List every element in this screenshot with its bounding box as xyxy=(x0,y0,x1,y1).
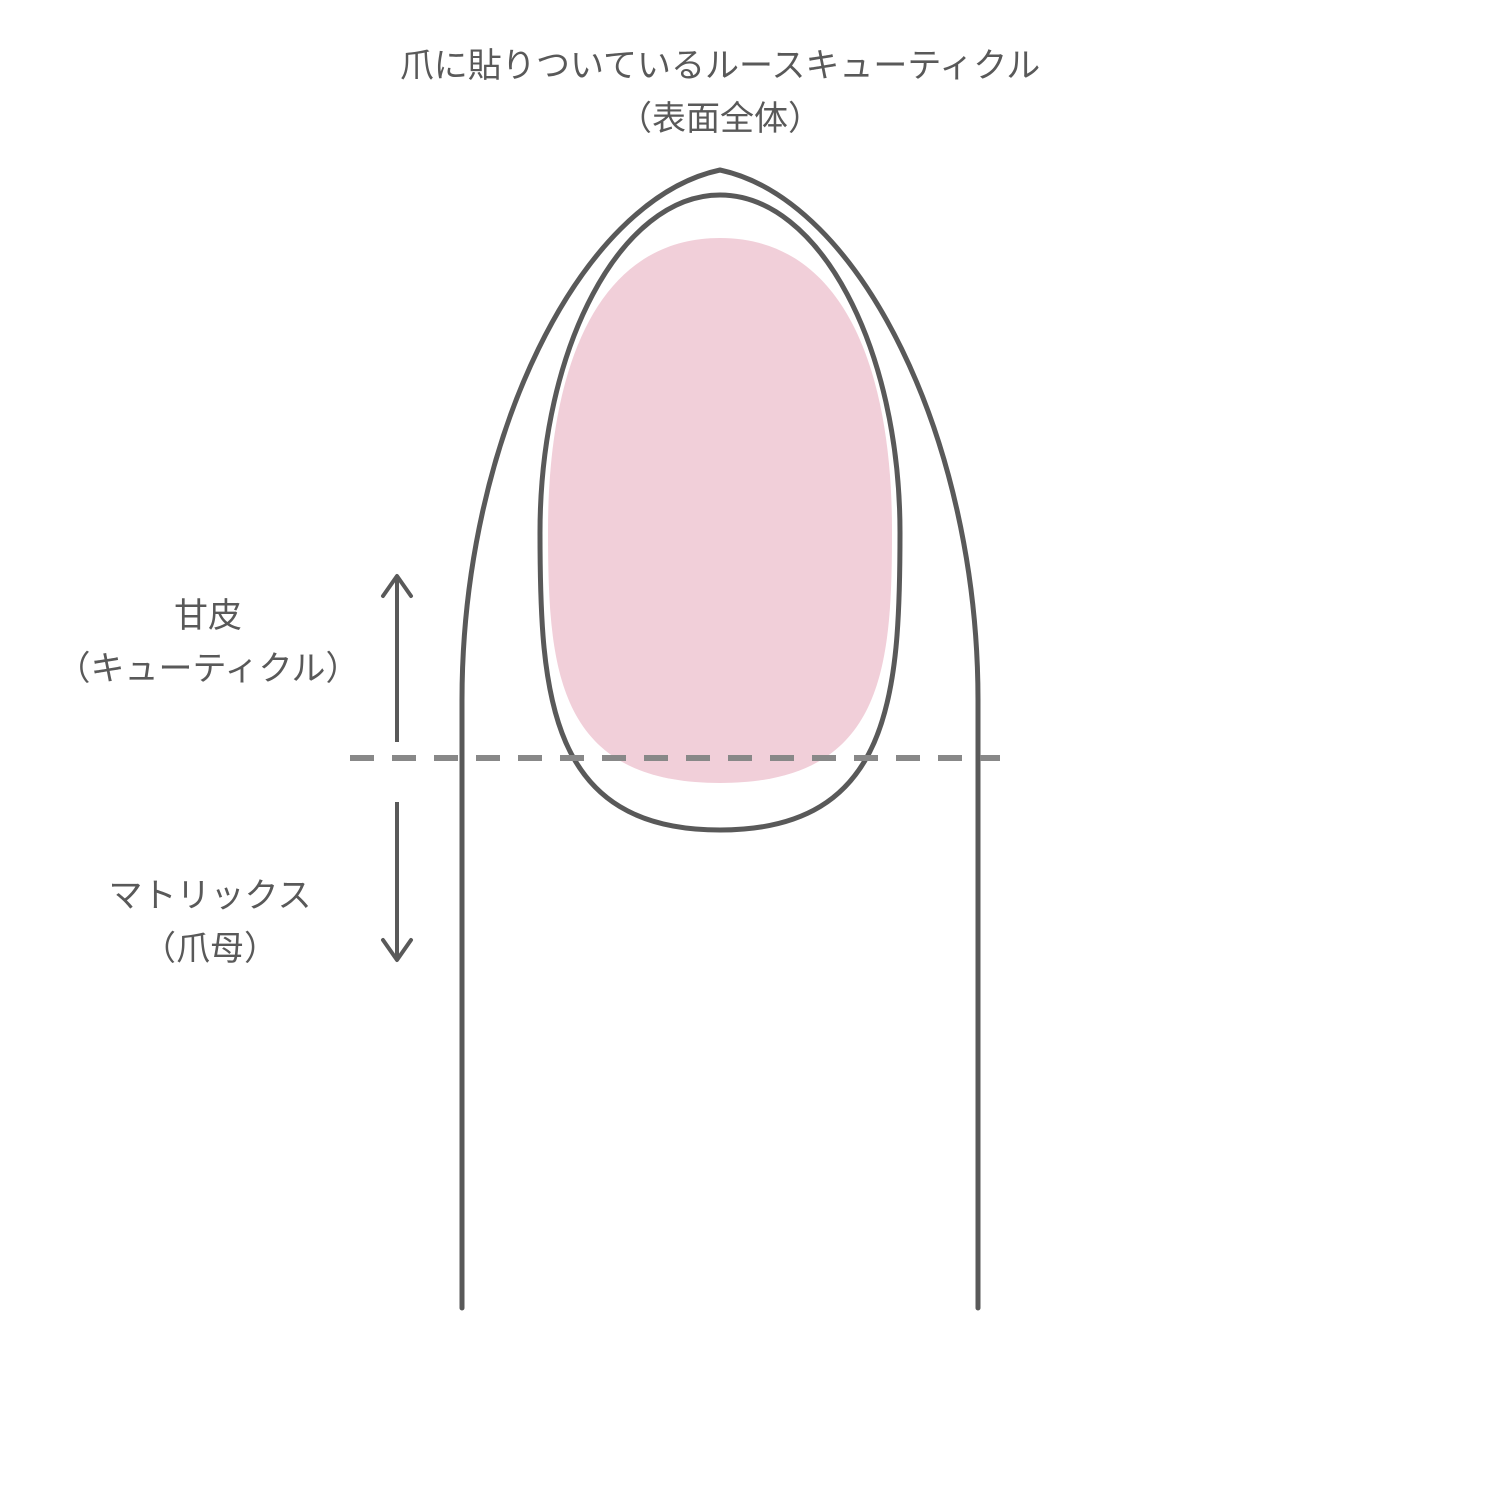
label-loose-cuticle-line1: 爪に貼りついているルースキューティクル xyxy=(400,40,1041,93)
nail-plate xyxy=(548,238,892,783)
label-cuticle-line1: 甘皮 xyxy=(57,590,360,643)
label-cuticle: 甘皮 （キューティクル） xyxy=(57,590,360,695)
label-matrix: マトリックス （爪母） xyxy=(109,870,312,975)
diagram-svg xyxy=(0,0,1500,1500)
nail-diagram: 爪に貼りついているルースキューティクル （表面全体） 甘皮 （キューティクル） … xyxy=(0,0,1500,1500)
label-matrix-line1: マトリックス xyxy=(109,870,312,923)
label-matrix-line2: （爪母） xyxy=(109,923,312,976)
label-loose-cuticle-line2: （表面全体） xyxy=(400,93,1041,146)
label-loose-cuticle: 爪に貼りついているルースキューティクル （表面全体） xyxy=(400,40,1041,145)
label-cuticle-line2: （キューティクル） xyxy=(57,643,360,696)
